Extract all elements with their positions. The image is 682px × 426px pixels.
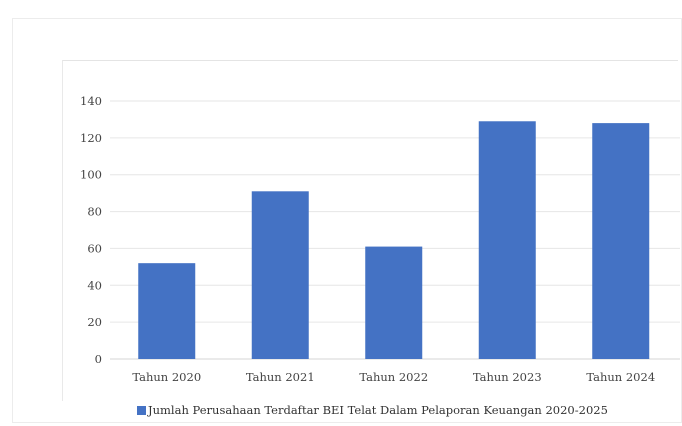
plot-area-border <box>62 60 678 401</box>
y-tick-label: 20 <box>87 315 102 329</box>
y-tick-label: 60 <box>87 241 102 255</box>
legend-label: Jumlah Perusahaan Terdaftar BEI Telat Da… <box>148 403 608 417</box>
legend-swatch <box>137 405 146 415</box>
y-tick-label: 100 <box>80 168 102 182</box>
bar <box>592 123 650 359</box>
bar <box>138 263 196 359</box>
x-tick-label: Tahun 2021 <box>246 370 315 384</box>
chart-panel <box>12 18 682 423</box>
bar <box>478 121 536 360</box>
y-tick-label: 40 <box>87 278 102 292</box>
chart-legend: Jumlah Perusahaan Terdaftar BEI Telat Da… <box>137 403 608 417</box>
x-tick-label: Tahun 2020 <box>132 370 201 384</box>
y-tick-label: 0 <box>95 352 102 366</box>
bar <box>251 191 309 359</box>
x-tick-label: Tahun 2023 <box>473 370 542 384</box>
x-tick-label: Tahun 2022 <box>359 370 428 384</box>
y-tick-label: 120 <box>80 131 102 145</box>
x-tick-label: Tahun 2024 <box>586 370 655 384</box>
bar <box>365 246 423 359</box>
y-tick-label: 140 <box>80 94 102 108</box>
y-tick-label: 80 <box>87 205 102 219</box>
